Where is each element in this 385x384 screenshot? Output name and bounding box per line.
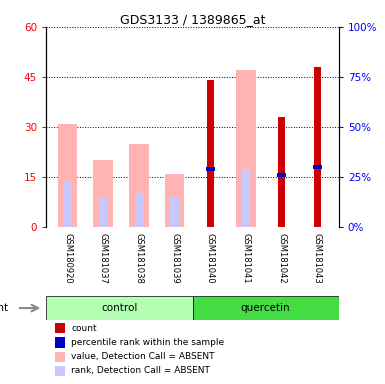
Bar <box>58 124 77 227</box>
Text: GSM181041: GSM181041 <box>241 233 251 283</box>
Bar <box>55 366 65 376</box>
Bar <box>63 181 72 227</box>
Bar <box>278 117 285 227</box>
Bar <box>313 165 322 169</box>
Bar <box>277 173 286 177</box>
Text: count: count <box>71 324 97 333</box>
Bar <box>99 197 108 227</box>
Bar <box>314 67 321 227</box>
Bar <box>236 70 256 227</box>
Bar <box>55 338 65 348</box>
Text: rank, Detection Call = ABSENT: rank, Detection Call = ABSENT <box>71 366 210 375</box>
Text: GSM181042: GSM181042 <box>277 233 286 283</box>
Text: GSM181038: GSM181038 <box>134 233 144 284</box>
Bar <box>55 323 65 333</box>
Text: value, Detection Call = ABSENT: value, Detection Call = ABSENT <box>71 352 214 361</box>
Bar <box>165 174 184 227</box>
Bar <box>241 169 251 227</box>
Bar <box>206 167 215 171</box>
Text: agent: agent <box>0 303 8 313</box>
Text: GSM181037: GSM181037 <box>99 233 108 284</box>
Text: GSM181040: GSM181040 <box>206 233 215 283</box>
Bar <box>94 161 113 227</box>
Title: GDS3133 / 1389865_at: GDS3133 / 1389865_at <box>120 13 265 26</box>
Bar <box>192 296 339 320</box>
Text: GSM181039: GSM181039 <box>170 233 179 283</box>
Bar <box>170 197 179 227</box>
Text: GSM181043: GSM181043 <box>313 233 322 283</box>
Text: percentile rank within the sample: percentile rank within the sample <box>71 338 224 347</box>
Bar <box>129 144 149 227</box>
Bar <box>46 296 192 320</box>
Bar <box>55 351 65 362</box>
Bar <box>207 80 214 227</box>
Text: quercetin: quercetin <box>241 303 290 313</box>
Text: control: control <box>101 303 137 313</box>
Bar <box>134 193 144 227</box>
Text: GSM180920: GSM180920 <box>63 233 72 283</box>
